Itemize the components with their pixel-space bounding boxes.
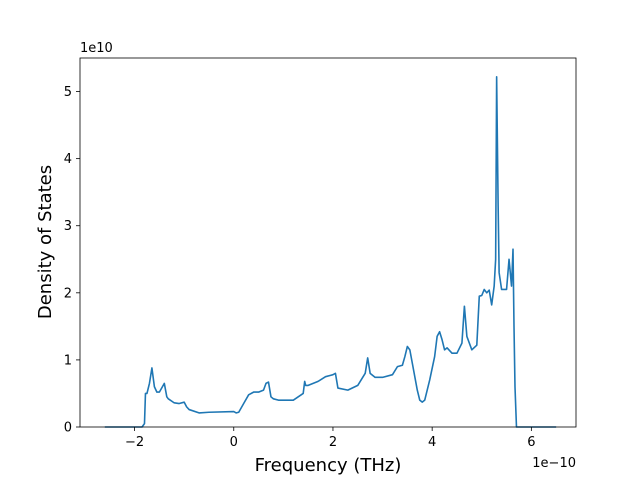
x-tick-label: −2 [125,435,144,450]
x-axis-label: Frequency (THz) [255,455,402,476]
y-tick-label: 1 [64,353,72,368]
x-tick-label: 2 [329,435,337,450]
x-axis-ticks: −2 0 2 4 6 [125,427,536,450]
y-axis-ticks: 0 1 2 3 4 5 [64,85,80,436]
series-group [104,75,557,428]
y-tick-label: 3 [64,219,72,234]
y-tick-label: 5 [64,85,72,100]
x-axis-offset-label: 1e−10 [532,456,576,471]
x-tick-label: 4 [428,435,436,450]
y-tick-label: 2 [64,286,72,301]
y-axis-offset-label: 1e10 [80,41,113,56]
axes: −2 0 2 4 6 0 1 2 3 4 5 [64,57,577,450]
x-tick-label: 0 [230,435,238,450]
x-tick-label: 6 [527,435,535,450]
y-tick-label: 4 [64,152,72,167]
plot-frame [79,57,577,428]
series-line-0 [104,75,557,428]
y-tick-label: 0 [64,421,72,436]
y-axis-label: Density of States [35,165,56,319]
